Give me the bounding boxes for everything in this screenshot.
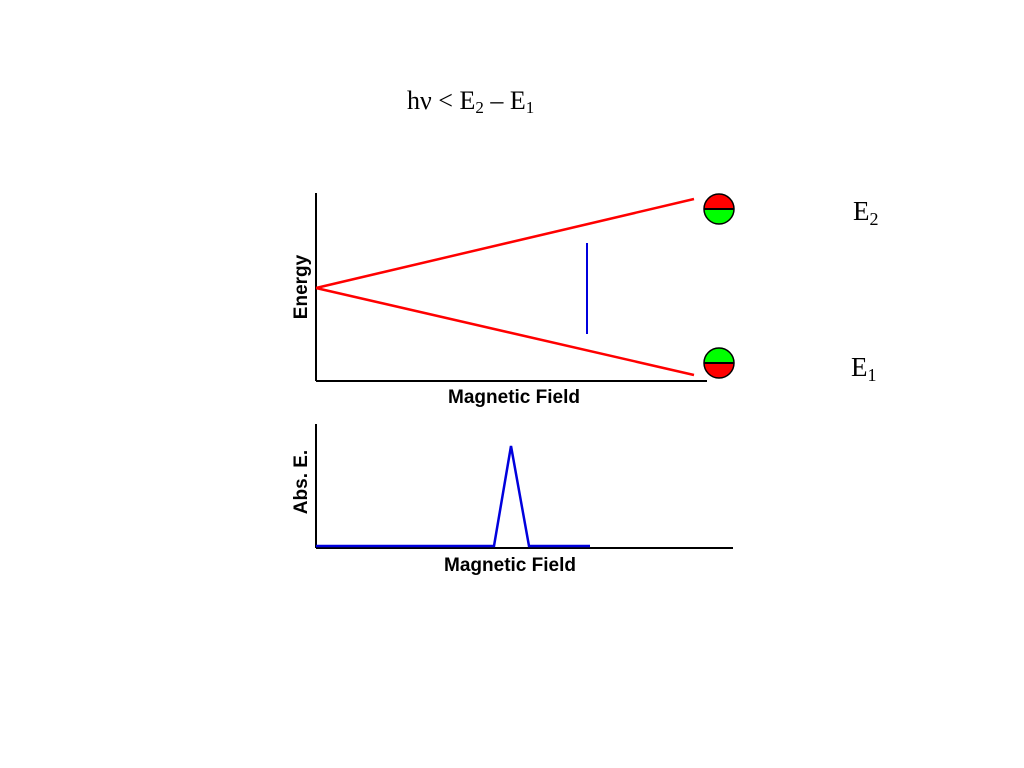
energy-x-axis-label: Magnetic Field	[448, 387, 580, 408]
energy-axis-label: Energy	[291, 254, 312, 319]
energy-plot: Energy Magnetic Field	[291, 193, 735, 408]
lower-level-label: E1	[851, 352, 877, 385]
minus-symbol: –	[490, 86, 504, 115]
lower-energy-level-line	[315, 286, 695, 377]
photon-energy-symbol: hν	[407, 86, 432, 115]
less-than-symbol: <	[438, 86, 453, 115]
lower-level-symbol: E1	[509, 86, 535, 117]
upper-level-label: E2	[853, 196, 879, 229]
absorption-plot: Abs. E. Magnetic Field	[291, 424, 733, 576]
upper-level-symbol: E2	[459, 86, 484, 117]
absorption-spectrum-line	[316, 445, 590, 548]
upper-energy-level-line	[315, 197, 695, 290]
upper-spin-state-icon	[703, 193, 735, 225]
resonance-condition-equation: hν < E2 – E1	[407, 86, 534, 118]
absorption-axis-label: Abs. E.	[291, 450, 312, 514]
absorption-x-axis-label: Magnetic Field	[444, 555, 576, 576]
lower-spin-state-icon	[703, 347, 735, 379]
